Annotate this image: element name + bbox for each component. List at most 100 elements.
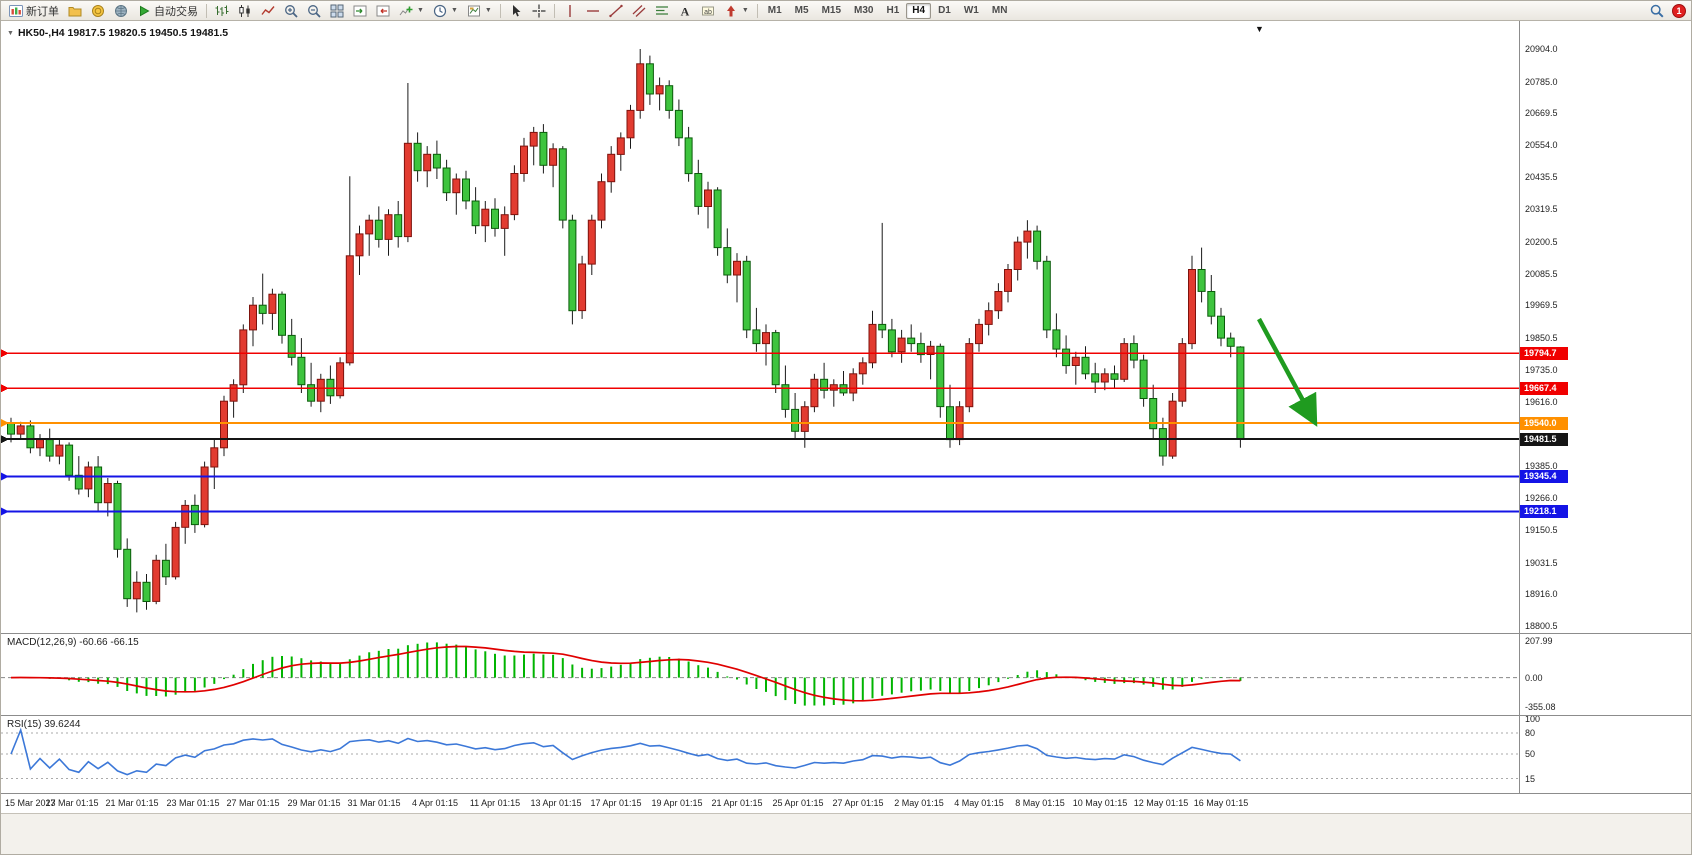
trendline-button[interactable] [605, 2, 627, 20]
cursor-button[interactable] [505, 2, 527, 20]
autotrading-label: 自动交易 [154, 5, 198, 18]
search-button[interactable] [1646, 2, 1668, 20]
price-tick: 20435.5 [1525, 172, 1558, 182]
zoom-out-icon [307, 4, 321, 18]
candlestick-chart[interactable] [1, 21, 1519, 633]
trendline-icon [609, 4, 623, 18]
autotrading-button[interactable]: 自动交易 [133, 2, 202, 20]
panel-separator[interactable] [1, 633, 1691, 634]
periods-button[interactable]: ▼ [429, 2, 462, 20]
chart-bars-button[interactable] [211, 2, 233, 20]
timeframe-M15-button[interactable]: M15 [821, 5, 842, 16]
vertical-line-button[interactable] [559, 2, 581, 20]
macd-histogram [19, 642, 1242, 706]
candlestick-chart-icon [238, 4, 252, 18]
rsi-axis-label: 100 [1525, 714, 1541, 724]
toolbar-separator [499, 3, 501, 18]
horizontal-line-icon [586, 4, 600, 18]
price-tick: 20554.0 [1525, 140, 1558, 150]
candles [7, 49, 1245, 613]
rsi-label: RSI(15) 39.6244 [7, 719, 81, 730]
panel-separator[interactable] [1, 715, 1691, 716]
chart-candles-button[interactable] [234, 2, 256, 20]
time-tick-label: 2 May 01:15 [894, 798, 944, 808]
price-tick: 19735.0 [1525, 365, 1558, 375]
indicators-button[interactable]: ▼ [395, 2, 428, 20]
crosshair-icon [532, 4, 546, 18]
crosshair-button[interactable] [528, 2, 550, 20]
timeframe-H1-button[interactable]: H1 [886, 5, 900, 16]
rsi-axis-label: 15 [1525, 774, 1536, 784]
timeframe-MN-button[interactable]: MN [991, 5, 1008, 16]
globe-icon [114, 4, 128, 18]
time-tick-label: 17 Apr 01:15 [590, 798, 642, 808]
rsi-line [10, 727, 1241, 776]
shapes-button[interactable]: ▼ [720, 2, 753, 20]
price-tick: 20669.5 [1525, 108, 1558, 118]
autotrading-play-icon [137, 4, 151, 18]
notification-badge[interactable]: 1 [1672, 3, 1686, 18]
time-tick-label: 10 May 01:15 [1072, 798, 1128, 808]
time-tick-label: 31 Mar 01:15 [347, 798, 401, 808]
time-tick-label: 27 Mar 01:15 [226, 798, 280, 808]
time-axis[interactable]: 15 Mar 2023 17 Mar 01:15 21 Mar 01:15 23 Ma… [1, 793, 1691, 813]
macd-axis-max: 207.99 [1525, 636, 1553, 646]
rsi-axis-label: 50 [1525, 749, 1536, 759]
tile-windows-button[interactable] [326, 2, 348, 20]
indicators-icon [399, 4, 413, 18]
annotation-arrow[interactable] [1257, 317, 1318, 427]
price-tick: 19616.0 [1525, 397, 1558, 407]
price-line-label: 19667.4 [1520, 382, 1568, 395]
clock-icon [433, 4, 447, 18]
price-tick: 19031.5 [1525, 558, 1558, 568]
symbol-info: ▼ HK50-,H4 19817.5 19820.5 19450.5 19481… [7, 27, 228, 39]
symbol-ohlc-text: HK50-,H4 19817.5 19820.5 19450.5 19481.5 [17, 27, 229, 39]
label-tool-icon: ab [701, 4, 715, 18]
chart-cursor-marker: ▼ [1255, 24, 1264, 34]
label-tool-button[interactable]: ab [697, 2, 719, 20]
new-order-button[interactable]: 新订单 [5, 2, 63, 20]
time-tick-label: 17 Mar 01:15 [45, 798, 99, 808]
horizontal-line-button[interactable] [582, 2, 604, 20]
timeframe-W1-button[interactable]: W1 [963, 5, 979, 16]
auto-scroll-button[interactable] [349, 2, 371, 20]
chart-line-button[interactable] [257, 2, 279, 20]
price-tick: 19385.0 [1525, 461, 1558, 471]
horizontal-lines[interactable] [1, 349, 1519, 516]
community-button[interactable] [110, 2, 132, 20]
one-click-trading-toggle-icon[interactable]: ▼ [7, 29, 14, 37]
fibonacci-icon [655, 4, 669, 18]
timeframe-M30-button[interactable]: M30 [854, 5, 874, 16]
channel-button[interactable] [628, 2, 650, 20]
new-order-label: 新订单 [26, 5, 59, 18]
open-folder-button[interactable] [64, 2, 86, 20]
price-line-label: 19481.5 [1520, 433, 1568, 446]
price-line-label: 19540.0 [1520, 417, 1568, 430]
text-tool-button[interactable]: A [674, 2, 696, 20]
auto-scroll-icon [353, 4, 367, 18]
zoom-out-button[interactable] [303, 2, 325, 20]
rsi-panel-chart[interactable] [1, 715, 1519, 793]
text-tool-icon: A [678, 4, 692, 18]
zoom-in-button[interactable] [280, 2, 302, 20]
timeframe-M5-button[interactable]: M5 [794, 5, 809, 16]
time-tick-label: 4 May 01:15 [954, 798, 1004, 808]
price-tick: 20085.5 [1525, 269, 1558, 279]
chart-shift-button[interactable] [372, 2, 394, 20]
bottom-strip [1, 813, 1691, 854]
price-tick: 19969.5 [1525, 300, 1558, 310]
macd-signal-line [10, 645, 1241, 702]
macd-panel-chart[interactable] [1, 633, 1519, 715]
time-tick-label: 23 Mar 01:15 [166, 798, 220, 808]
templates-button[interactable]: ▼ [463, 2, 496, 20]
timeframe-H4-button[interactable]: H4 [906, 2, 932, 19]
folder-icon [68, 4, 82, 18]
timeframe-M1-button[interactable]: M1 [767, 5, 782, 16]
metaquotes-button[interactable] [87, 2, 109, 20]
time-tick-label: 11 Apr 01:15 [469, 798, 521, 808]
price-tick: 19150.5 [1525, 525, 1558, 535]
timeframe-D1-button[interactable]: D1 [938, 5, 951, 16]
arrow-shape-icon [724, 4, 738, 18]
price-line-label: 19794.7 [1520, 347, 1568, 360]
fibonacci-button[interactable] [651, 2, 673, 20]
